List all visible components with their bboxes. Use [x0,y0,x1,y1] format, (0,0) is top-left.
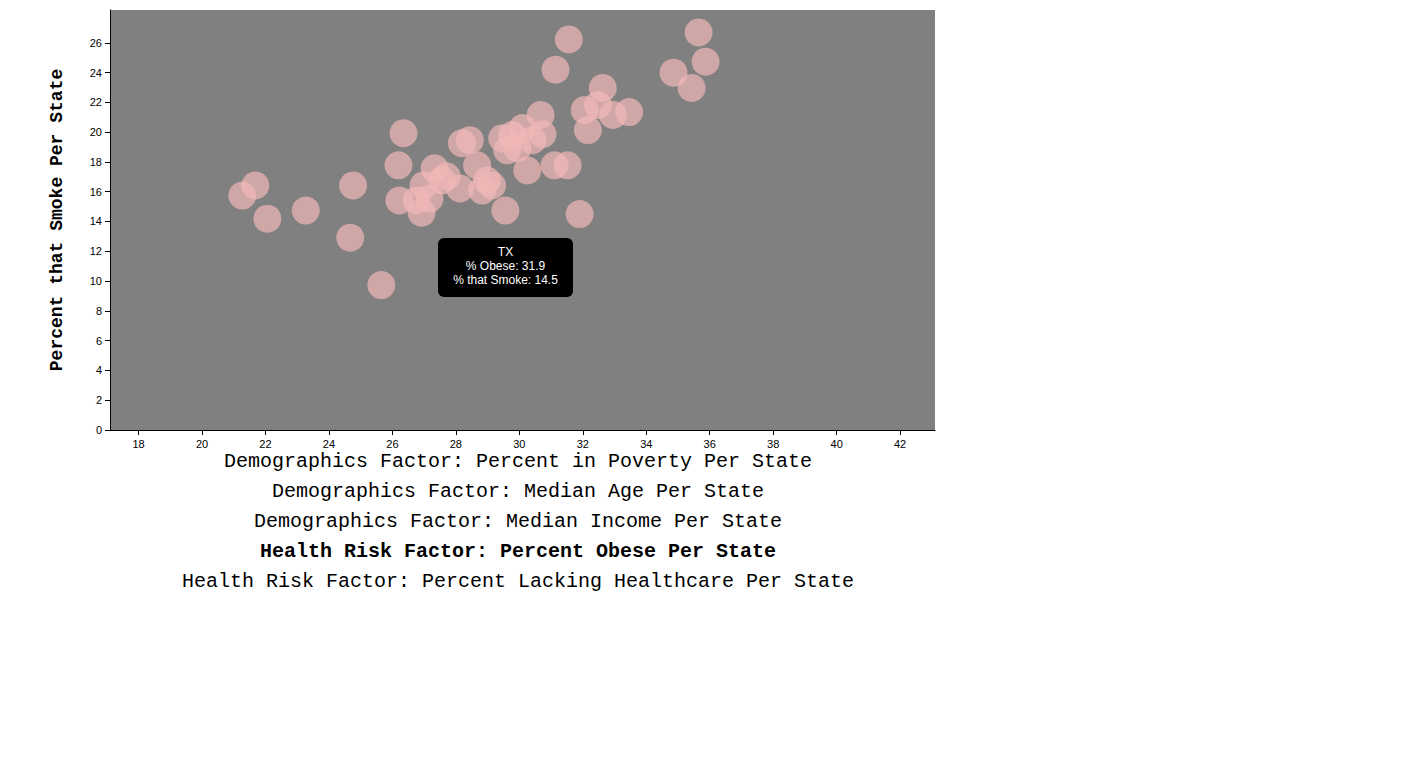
svg-text:Health Risk Factor: Percent La: Health Risk Factor: Percent Lacking Heal… [182,570,854,593]
svg-text:0: 0 [96,424,102,436]
svg-text:% Obese: 31.9: % Obese: 31.9 [466,259,546,273]
svg-text:20: 20 [90,126,102,138]
svg-text:36: 36 [704,438,716,450]
svg-text:10: 10 [90,275,102,287]
svg-text:22: 22 [90,96,102,108]
svg-text:20: 20 [196,438,208,450]
svg-text:32: 32 [577,438,589,450]
svg-text:28: 28 [450,438,462,450]
svg-text:% that Smoke: 14.5: % that Smoke: 14.5 [453,273,558,287]
svg-text:Demographics Factor: Median In: Demographics Factor: Median Income Per S… [254,510,782,533]
svg-text:24: 24 [323,438,335,450]
svg-text:8: 8 [96,305,102,317]
svg-text:26: 26 [90,37,102,49]
svg-text:18: 18 [132,438,144,450]
svg-text:6: 6 [96,335,102,347]
svg-text:2: 2 [96,394,102,406]
svg-text:38: 38 [767,438,779,450]
svg-text:Percent that Smoke Per State: Percent that Smoke Per State [47,69,67,371]
svg-text:26: 26 [386,438,398,450]
svg-text:TX: TX [498,245,513,259]
svg-text:Health Risk Factor: Percent Ob: Health Risk Factor: Percent Obese Per St… [260,540,776,563]
svg-text:40: 40 [831,438,843,450]
svg-text:34: 34 [640,438,652,450]
svg-text:16: 16 [90,186,102,198]
svg-text:Demographics Factor: Percent i: Demographics Factor: Percent in Poverty … [224,450,812,473]
svg-text:42: 42 [894,438,906,450]
svg-text:12: 12 [90,245,102,257]
svg-text:14: 14 [90,215,102,227]
svg-text:30: 30 [513,438,525,450]
svg-text:24: 24 [90,67,102,79]
svg-text:4: 4 [96,364,102,376]
svg-text:Demographics Factor: Median Ag: Demographics Factor: Median Age Per Stat… [272,480,764,503]
svg-text:22: 22 [259,438,271,450]
svg-text:18: 18 [90,156,102,168]
